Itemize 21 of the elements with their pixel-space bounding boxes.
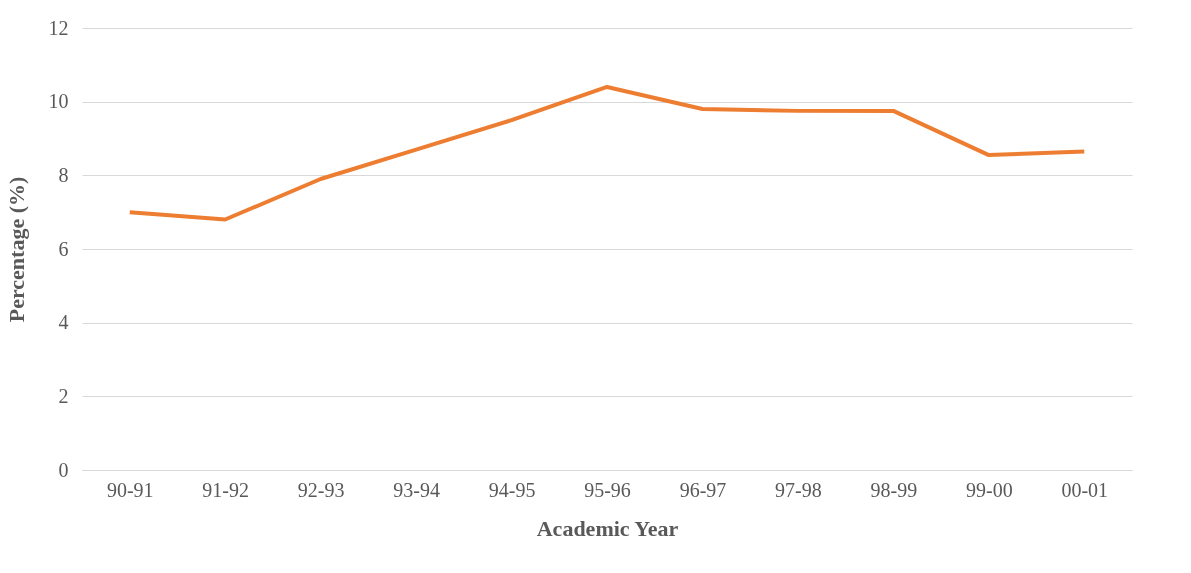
x-tick-label: 91-92 bbox=[202, 478, 250, 501]
x-tick-label: 98-99 bbox=[870, 478, 918, 501]
x-tick-label: 95-96 bbox=[584, 478, 631, 501]
line-series bbox=[127, 84, 1087, 222]
x-axis-title: Academic Year bbox=[536, 515, 679, 541]
x-tick-label: 92-93 bbox=[297, 478, 345, 501]
y-tick-label: 4 bbox=[58, 311, 69, 334]
y-tick-label: 2 bbox=[58, 384, 69, 407]
y-axis-title: Percentage (%) bbox=[3, 176, 29, 323]
y-tick-label: 12 bbox=[48, 16, 69, 39]
x-tick-label: 90-91 bbox=[106, 478, 154, 501]
x-tick-label: 96-97 bbox=[679, 478, 727, 501]
x-tick-label: 94-95 bbox=[488, 478, 536, 501]
x-tick-label: 00-01 bbox=[1061, 478, 1109, 501]
x-tick-label: 93-94 bbox=[393, 478, 440, 501]
y-tick-label: 0 bbox=[58, 458, 69, 481]
x-tick-label: 97-98 bbox=[775, 478, 822, 501]
y-tick-label: 10 bbox=[48, 90, 69, 113]
y-tick-label: 8 bbox=[58, 163, 69, 186]
x-tick-label: 99-00 bbox=[965, 478, 1013, 501]
y-tick-label: 6 bbox=[58, 237, 69, 260]
